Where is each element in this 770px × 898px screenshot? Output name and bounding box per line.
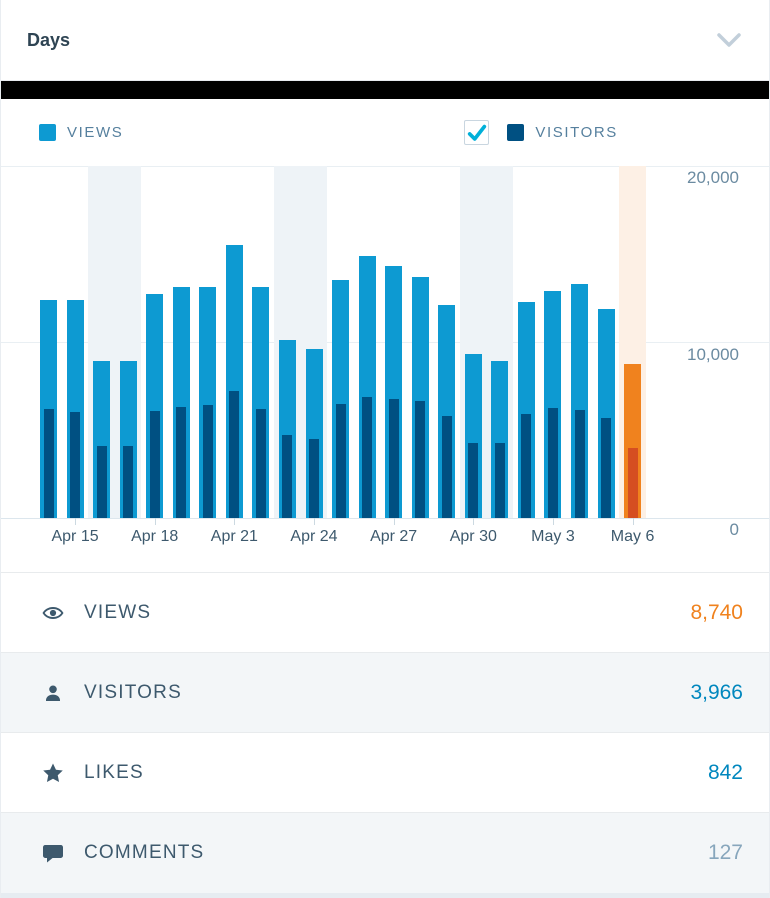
checkmark-icon: [467, 124, 487, 141]
chevron-down-icon[interactable]: [715, 31, 743, 49]
visitors-bar[interactable]: [547, 408, 558, 518]
stats-summary-list: VIEWS 8,740 VISITORS 3,966 LIKES 842 COMMENTS 1…: [1, 572, 769, 893]
period-title: Days: [27, 29, 71, 50]
summary-row-label: VIEWS: [84, 601, 152, 623]
y-tick-label-10000: 10,000: [687, 345, 739, 364]
summary-row-label: LIKES: [84, 761, 144, 783]
x-axis-tick: [75, 518, 77, 525]
views-legend-label: VIEWS: [67, 124, 124, 141]
visitors-bar[interactable]: [415, 400, 426, 518]
visitors-bar[interactable]: [362, 396, 373, 518]
summary-row-label: VISITORS: [84, 681, 182, 703]
x-axis-tick: [393, 518, 395, 525]
star-icon: [41, 761, 67, 785]
x-axis-tick: [314, 518, 315, 525]
summary-row-comments[interactable]: COMMENTS 127: [1, 813, 769, 893]
visitors-checkbox[interactable]: [464, 120, 490, 145]
x-axis-tick: [154, 518, 156, 525]
visitors-bar[interactable]: [627, 448, 638, 518]
gridline-10000: [1, 342, 769, 343]
visitors-bar[interactable]: [282, 435, 293, 518]
visitors-bar[interactable]: [468, 443, 479, 518]
x-axis-tick: [632, 518, 634, 525]
summary-row-value: 842: [707, 760, 743, 784]
x-axis-tick: [552, 518, 554, 525]
visitors-bar[interactable]: [255, 408, 266, 518]
x-tick-label: Apr 24: [290, 528, 338, 545]
x-axis-tick: [234, 518, 236, 525]
x-tick-label: Apr 27: [370, 528, 418, 545]
visitors-bar[interactable]: [149, 410, 160, 518]
summary-row-views[interactable]: VIEWS 8,740: [1, 573, 769, 653]
visitors-bar[interactable]: [521, 414, 532, 518]
visitors-bar[interactable]: [309, 438, 319, 518]
x-tick-label: Apr 18: [131, 528, 179, 545]
y-tick-label-20000: 20,000: [687, 168, 739, 187]
legend-item-views: VIEWS: [39, 124, 123, 141]
x-tick-label: Apr 30: [449, 528, 497, 545]
visitors-bar[interactable]: [229, 391, 240, 518]
visitors-bar[interactable]: [335, 403, 346, 518]
summary-row-visitors[interactable]: VISITORS 3,966: [1, 653, 769, 733]
visitors-bar[interactable]: [441, 415, 452, 518]
summary-row-label: COMMENTS: [84, 842, 205, 863]
visitors-bar[interactable]: [494, 443, 505, 518]
chart-legend: VIEWS VISITORS: [1, 99, 769, 160]
eye-icon: [41, 601, 67, 625]
summary-row-value: 127: [707, 841, 743, 864]
x-tick-label: May 3: [531, 528, 575, 545]
x-axis-tick: [473, 518, 475, 525]
legend-item-visitors: VISITORS: [464, 120, 618, 145]
views-swatch: [39, 124, 56, 141]
x-tick-label: May 6: [610, 528, 655, 545]
visitors-bar[interactable]: [96, 445, 107, 518]
masthead-bar: [1, 81, 769, 99]
visitors-bar[interactable]: [574, 409, 585, 518]
bottom-divider: [1, 893, 769, 898]
summary-row-value: 3,966: [690, 680, 743, 704]
visitors-swatch: [507, 124, 525, 141]
gridline-20000: [1, 166, 769, 167]
x-tick-label: Apr 15: [51, 528, 99, 545]
visitors-bar[interactable]: [176, 407, 187, 518]
period-header[interactable]: Days: [1, 0, 769, 81]
visitors-legend-label: VISITORS: [535, 124, 618, 141]
visitors-bar[interactable]: [202, 405, 213, 518]
visitors-bar[interactable]: [123, 445, 134, 518]
comment-icon: [41, 841, 67, 865]
visitors-bar[interactable]: [70, 412, 81, 518]
x-tick-label: Apr 21: [210, 528, 258, 545]
y-tick-label-0: 0: [729, 520, 739, 539]
visitors-bar[interactable]: [601, 417, 612, 518]
bar-chart: Apr 15 Apr 18 Apr 21 Apr 24 Apr 27 Apr 30 May …: [1, 160, 769, 560]
summary-row-likes[interactable]: LIKES 842: [1, 733, 769, 813]
summary-row-value: 8,740: [690, 600, 743, 624]
person-icon: [41, 681, 67, 705]
x-axis-baseline: [1, 518, 769, 519]
visitors-bar[interactable]: [388, 399, 399, 518]
visitors-bar[interactable]: [43, 408, 54, 518]
